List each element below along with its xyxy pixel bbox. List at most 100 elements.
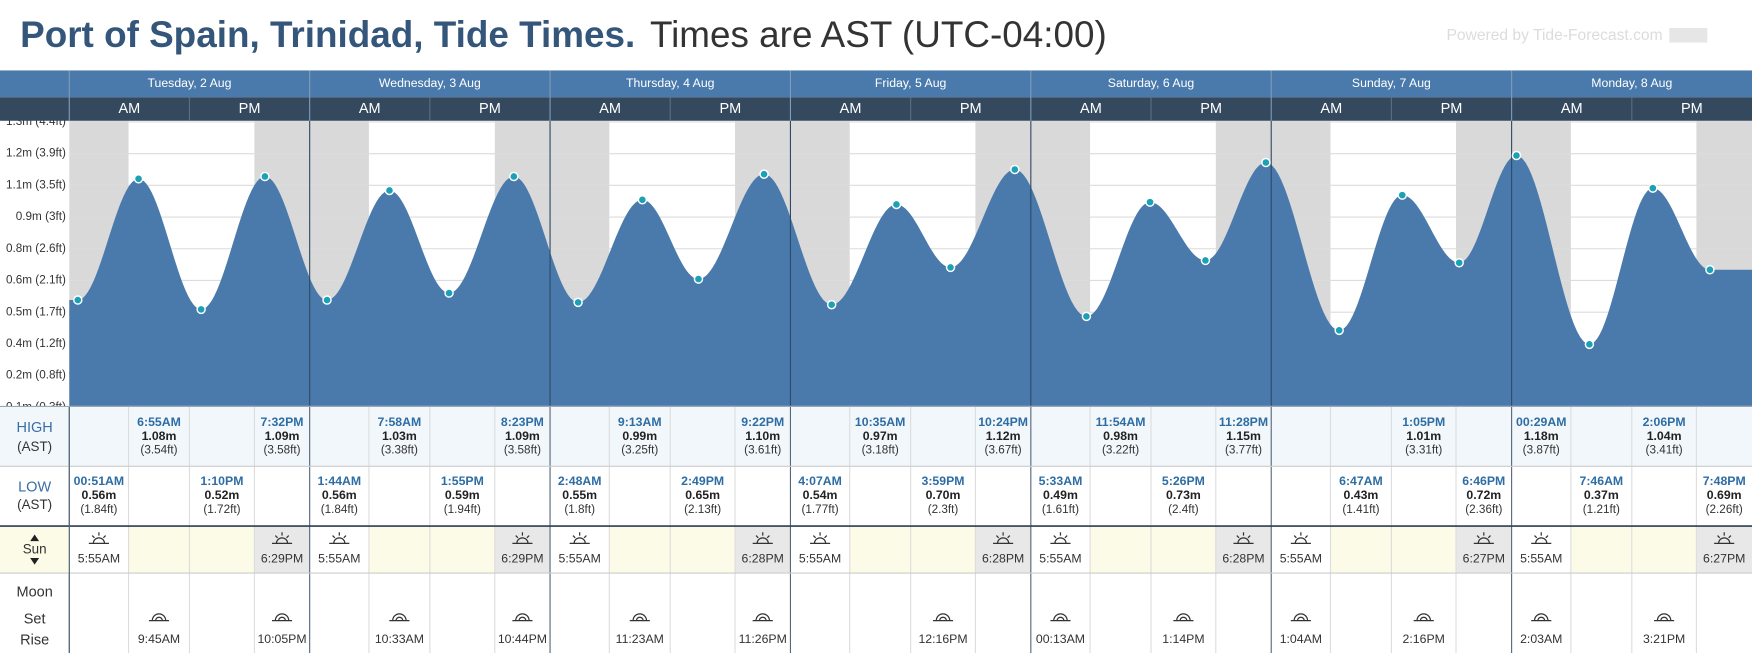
sun-up-arrow (30, 534, 40, 542)
tide-height-ft: (3.58ft) (263, 444, 300, 457)
half-label: AM (1561, 101, 1583, 117)
tide-height: 0.73m (1166, 488, 1201, 502)
half-label: PM (719, 101, 741, 117)
tide-time: 1:44AM (317, 474, 361, 488)
tide-point (1584, 339, 1595, 350)
tide-height-ft: (1.84ft) (80, 503, 117, 516)
tide-height: 0.56m (322, 488, 357, 502)
half-label: AM (359, 101, 381, 117)
moon-icon (1654, 613, 1675, 622)
tide-height: 0.98m (1103, 429, 1138, 443)
tide-height-ft: (1.41ft) (1342, 503, 1379, 516)
day-name: Thursday, 4 Aug (626, 76, 715, 90)
sun-time: 6:28PM (742, 551, 784, 565)
sun-cell (1090, 526, 1152, 573)
sun-cell (1151, 526, 1216, 573)
tide-height-ft: (3.58ft) (504, 444, 541, 457)
moon-icon (512, 613, 533, 622)
sun-icon (1473, 532, 1494, 545)
tide-point (1145, 197, 1155, 207)
sun-icon (993, 532, 1014, 545)
sun-icon (1050, 532, 1071, 545)
sun-time: 6:29PM (501, 551, 543, 565)
tide-time: 6:46PM (1462, 474, 1505, 488)
tide-point (891, 199, 902, 210)
tide-point (573, 297, 583, 308)
half-label: AM (1320, 101, 1342, 117)
low-row (0, 466, 1752, 526)
tide-point (1705, 264, 1715, 275)
tide-height: 0.37m (1584, 488, 1619, 502)
tide-height-ft: (1.61ft) (1042, 503, 1079, 516)
sun-icon (1531, 532, 1552, 545)
title: Port of Spain, Trinidad, Tide Times. (20, 14, 635, 55)
tide-point (1397, 190, 1408, 200)
tide-time: 11:28PM (1219, 415, 1268, 429)
tide-point (826, 299, 837, 310)
day-name: Wednesday, 3 Aug (379, 76, 481, 90)
half-label: AM (118, 101, 140, 117)
sun-icon (752, 532, 773, 545)
tide-height-ft: (2.26ft) (1706, 503, 1743, 516)
tide-time: 2:49PM (681, 474, 724, 488)
sun-time: 6:27PM (1463, 551, 1505, 565)
tide-time: 1:55PM (441, 474, 484, 488)
tide-time: 4:07AM (798, 474, 842, 488)
tide-point (1511, 150, 1522, 161)
tide-height: 0.69m (1707, 488, 1742, 502)
credit: Powered by Tide-Forecast.com (1446, 27, 1662, 44)
tide-height: 0.97m (863, 429, 898, 443)
tide-height-ft: (3.61ft) (744, 444, 781, 457)
subtitle: Times are AST (UTC-04:00) (650, 14, 1107, 55)
tide-height: 1.04m (1647, 429, 1682, 443)
tide-height-ft: (1.21ft) (1583, 503, 1620, 516)
tide-time: 7:46AM (1580, 474, 1624, 488)
sun-time: 6:27PM (1703, 551, 1745, 565)
row-label: Moon (16, 584, 52, 600)
tide-time: 10:24PM (978, 415, 1028, 429)
half-label: AM (1080, 101, 1102, 117)
tide-height: 1.09m (505, 429, 540, 443)
tide-height-ft: (1.8ft) (564, 503, 595, 516)
y-tick-label: 0.8m (2.6ft) (6, 242, 66, 255)
moon-icon (629, 613, 650, 622)
tide-height: 1.09m (265, 429, 300, 443)
half-label: PM (960, 101, 982, 117)
tide-time: 9:13AM (618, 415, 662, 429)
moon-icon (1050, 613, 1071, 622)
moon-time: 10:33AM (375, 632, 424, 646)
moon-icon (148, 613, 170, 622)
tide-point (1200, 255, 1211, 266)
tide-height: 1.08m (142, 429, 177, 443)
sun-cell (910, 526, 976, 573)
sun-icon (329, 532, 350, 545)
sun-cell (609, 526, 671, 573)
sun-icon (1714, 532, 1735, 545)
tide-point (1334, 325, 1344, 336)
sun-cell (128, 526, 190, 573)
tide-point (322, 295, 332, 305)
tide-height: 0.70m (926, 488, 961, 502)
sun-cell (429, 526, 495, 573)
sun-icon (271, 532, 293, 545)
credit-icons (1669, 27, 1708, 43)
half-label: PM (479, 101, 501, 117)
half-label: PM (1200, 101, 1222, 117)
tide-height-ft: (2.4ft) (1168, 503, 1199, 516)
sun-time: 5:55AM (78, 551, 120, 565)
moon-icon (1173, 613, 1194, 622)
tide-height: 0.99m (622, 429, 657, 443)
tide-time: 6:55AM (137, 415, 181, 429)
sun-cell (1570, 526, 1632, 573)
sun-time: 5:55AM (559, 551, 601, 565)
tide-height: 1.01m (1406, 429, 1441, 443)
y-tick-label: 0.9m (3ft) (16, 210, 66, 223)
day-name: Friday, 5 Aug (875, 76, 947, 90)
moon-icon (1290, 613, 1311, 622)
moon-time: 3:21PM (1643, 632, 1685, 646)
moon-icon (271, 613, 293, 622)
moon-time: 10:05PM (257, 632, 306, 646)
row-label: Sun (23, 542, 47, 557)
day-name: Saturday, 6 Aug (1108, 76, 1195, 90)
